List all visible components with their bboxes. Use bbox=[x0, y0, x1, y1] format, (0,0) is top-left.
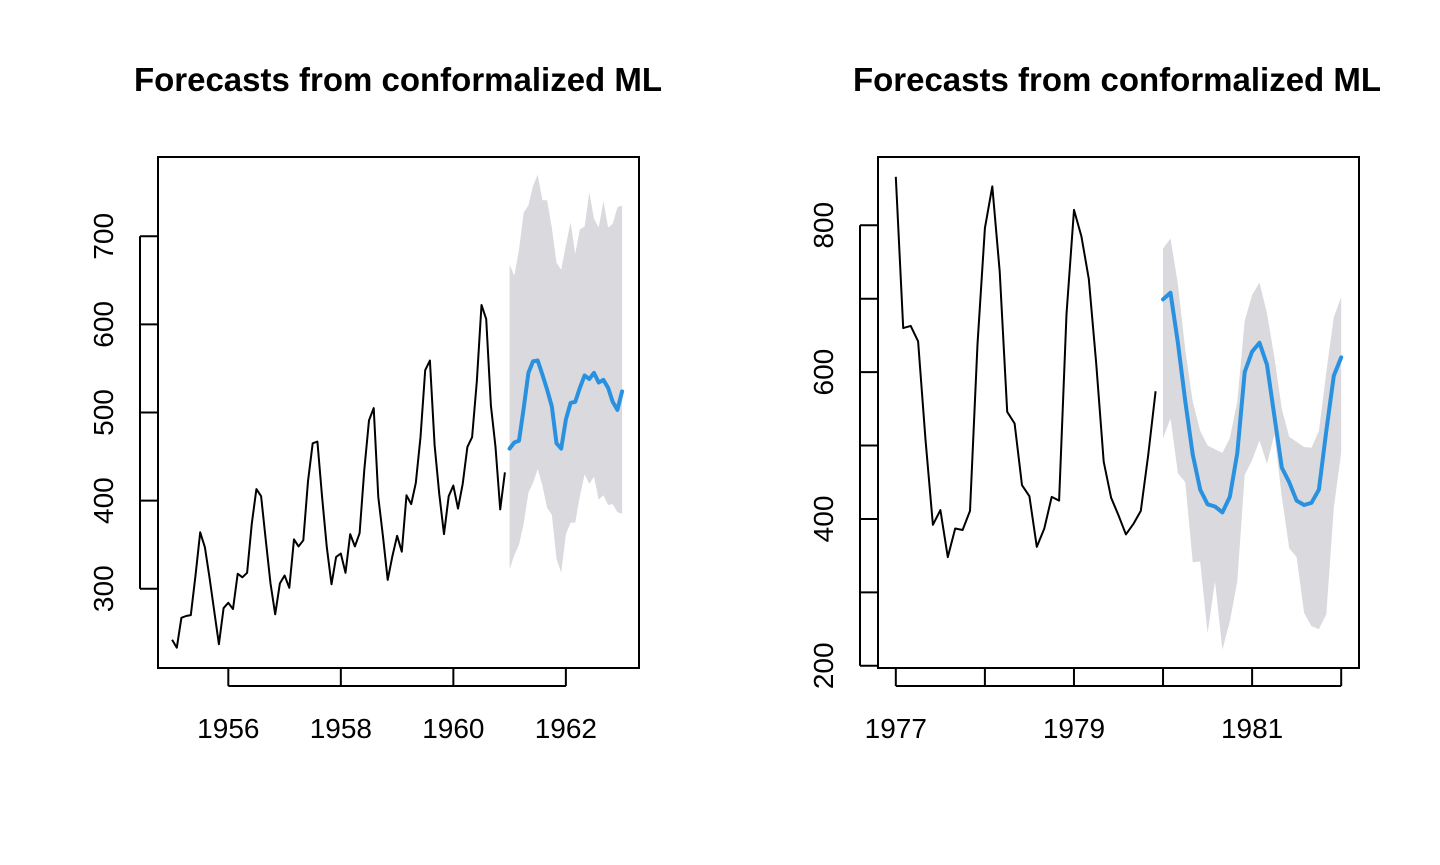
observed-series-line bbox=[171, 304, 506, 649]
y-tick-label: 300 bbox=[88, 565, 119, 612]
prediction-interval-band bbox=[1163, 238, 1342, 650]
chart-title: Forecasts from conformalized ML bbox=[853, 61, 1381, 98]
chart-marks bbox=[171, 174, 625, 649]
chart-marks bbox=[894, 176, 1344, 650]
plot-frame bbox=[877, 156, 1360, 669]
y-tick-label: 400 bbox=[808, 496, 839, 543]
chart-title: Forecasts from conformalized ML bbox=[134, 61, 662, 98]
x-tick-label: 1958 bbox=[310, 713, 372, 744]
x-tick-label: 1956 bbox=[197, 713, 259, 744]
y-tick-label: 200 bbox=[808, 642, 839, 689]
y-tick-label: 700 bbox=[88, 213, 119, 260]
y-tick-label: 600 bbox=[808, 349, 839, 396]
x-tick-label: 1960 bbox=[422, 713, 484, 744]
forecast-line bbox=[1161, 290, 1344, 515]
x-tick-label: 1962 bbox=[535, 713, 597, 744]
prediction-interval-band bbox=[509, 174, 623, 573]
y-tick-label: 600 bbox=[88, 301, 119, 348]
chart-axes: 1977 1979 1981 200 400 600 800 bbox=[808, 202, 1343, 744]
y-tick-label: 800 bbox=[808, 202, 839, 249]
chart-panel-1: Forecasts from conformalized ML 1956 1958… bbox=[88, 61, 662, 744]
observed-series-line bbox=[894, 176, 1157, 559]
chart-panel-2: Forecasts from conformalized ML 1977 1979… bbox=[808, 61, 1381, 744]
forecast-line bbox=[507, 358, 625, 451]
chart-axes: 1956 1958 1960 1962 300 400 500 600 700 bbox=[88, 213, 597, 744]
y-tick-label: 400 bbox=[88, 477, 119, 524]
x-tick-label: 1979 bbox=[1043, 713, 1105, 744]
x-tick-label: 1981 bbox=[1221, 713, 1283, 744]
x-tick-label: 1977 bbox=[865, 713, 927, 744]
y-tick-label: 500 bbox=[88, 389, 119, 436]
